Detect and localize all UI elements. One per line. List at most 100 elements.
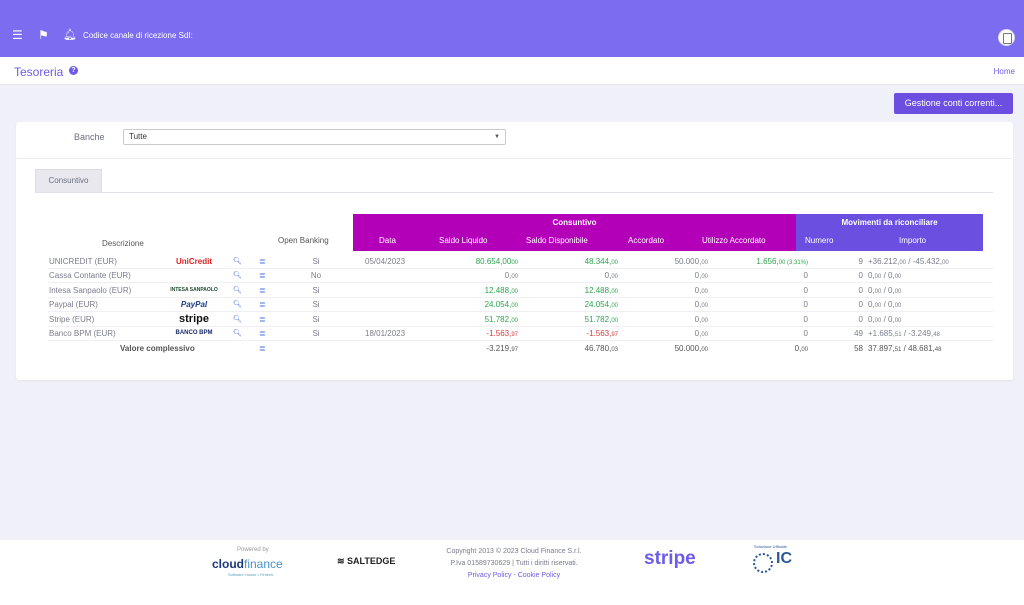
ic-logo[interactable]: Soluzione Ufficiale IC [753,544,795,576]
cloudfinance-logo[interactable]: cloudfinance [212,557,283,571]
open-banking-value: Si [312,257,320,266]
movimenti-numero: 0 [858,271,863,281]
list-icon[interactable]: ≣ [259,285,266,295]
consuntivo-header: Consuntivo Data Saldo Liquido Saldo Disp… [353,214,796,251]
search-icon[interactable]: 🔍︎ [233,301,242,309]
table-row: Paypal (EUR) PayPal 🔍︎ ≣ Si 24.054,00 24.054,0… [48,298,993,313]
table-row: Stripe (EUR) stripe 🔍︎ ≣ Si 51.782,00 51.782,0… [48,313,993,327]
bank-logo [164,270,224,281]
cloudfinance-tagline: Software House • Fintech [228,572,274,577]
user-avatar[interactable] [998,29,1015,46]
movimenti-importo[interactable]: 0,00 / 0,00 [868,300,902,310]
search-icon[interactable]: 🔍︎ [233,315,242,323]
saldo-disponibile: 12.488,00 [584,285,618,295]
gear-icon [753,553,773,573]
total-saldo-disponibile: 46.780,03 [584,344,618,353]
flag-icon[interactable]: ⚑ [38,28,49,42]
col-open-banking: Open Banking [278,236,329,245]
movimenti-importo[interactable]: 0,00 / 0,00 [868,285,902,295]
movimenti-importo[interactable]: +36.212,00 / -45.432,00 [868,257,949,266]
col-importo: Importo [899,236,927,245]
search-icon[interactable]: 🔍︎ [233,330,242,337]
list-icon[interactable]: ≣ [259,257,266,266]
saldo-liquido: 24.054,00 [484,300,518,310]
manage-accounts-button[interactable]: Gestione conti correnti... [894,93,1013,114]
vat-line: P.Iva 01589730629 | Tutti i diritti rise… [450,560,578,567]
balance-date: 05/04/2023 [365,257,406,266]
bank-name[interactable]: Cassa Contante (EUR) [49,271,131,281]
movimenti-importo[interactable]: 0,00 / 0,00 [868,314,902,324]
help-icon[interactable]: ? [69,66,78,75]
movimenti-numero: 49 [854,329,863,338]
movimenti-numero: 0 [858,314,863,324]
privacy-policy-link[interactable]: Privacy Policy [467,572,512,579]
list-icon[interactable]: ≣ [259,344,266,353]
search-icon[interactable]: 🔍︎ [233,258,242,265]
bank-name[interactable]: UNICREDIT (EUR) [49,257,117,266]
bank-name[interactable]: Paypal (EUR) [49,300,98,310]
movimenti-importo[interactable]: 0,00 / 0,00 [868,271,902,281]
col-saldo-disponibile: Saldo Disponibile [526,236,588,245]
totals-row: Valore complessivo ≣ -3.219,97 46.780,03… [48,342,993,356]
table-row: UNICREDIT (EUR) UniCredit 🔍︎ ≣ Si 05/04/2023 8… [48,255,993,269]
total-saldo-liquido: -3.219,97 [486,344,518,353]
utilizzo-accordato: 0 [803,314,808,324]
accordato: 0,00 [694,329,708,338]
bank-name[interactable]: Stripe (EUR) [49,314,95,324]
saltedge-logo[interactable]: ≋ SALTEDGE [337,556,396,566]
chevron-down-icon: ▼ [494,134,500,140]
utilizzo-accordato: 0 [803,300,808,310]
cookie-policy-link[interactable]: Cookie Policy [517,572,561,579]
movimenti-numero: 0 [858,300,863,310]
policy-links: Privacy Policy - Cookie Policy [420,570,608,582]
list-icon[interactable]: ≣ [259,271,266,281]
bank-select-value: Tutte [129,132,147,141]
bell-icon[interactable]: 🔔︎ [63,29,77,41]
saldo-liquido: 12.488,00 [484,285,518,295]
bank-filter-label: Banche [74,132,105,142]
movimenti-header: Movimenti da riconciliare Numero Importo [796,214,983,251]
table-row: Banco BPM (EUR) BANCO BPM 🔍︎ ≣ Si 18/01/2023 -… [48,327,993,341]
list-icon[interactable]: ≣ [259,300,266,310]
menu-icon[interactable]: ☰ [12,28,23,42]
bank-name[interactable]: Banco BPM (EUR) [49,329,116,338]
open-banking-value: No [310,271,322,281]
utilizzo-accordato: 1.656,00 (3,31%) [756,257,808,266]
movimenti-importo[interactable]: +1.685,51 / -3.249,48 [868,329,940,338]
stripe-logo[interactable]: stripe [644,548,696,569]
list-icon[interactable]: ≣ [259,329,266,338]
balance-date: 18/01/2023 [365,329,406,338]
bank-name[interactable]: Intesa Sanpaolo (EUR) [49,285,132,295]
col-numero: Numero [805,236,834,245]
total-accordato: 50.000,00 [674,344,708,353]
utilizzo-accordato: 0 [803,271,808,281]
saldo-disponibile: -1.563,97 [586,329,618,338]
saldo-disponibile: 24.054,00 [584,300,618,310]
col-utilizzo-accordato: Utilizzo Accordato [702,236,766,245]
saldo-liquido: -1.563,97 [486,329,518,338]
page-title: Tesoreria [14,65,64,79]
bank-logo: BANCO BPM [175,330,213,336]
top-navbar: ☰ ⚑ 🔔︎ Codice canale di ricezione SdI: [0,0,1024,57]
link-separator: - [511,572,518,579]
col-data: Data [379,236,396,245]
breadcrumb-home[interactable]: Home [993,67,1015,76]
col-saldo-liquido: Saldo Liquido [439,236,488,245]
copyright: Copyright 2013 © 2023 Cloud Finance S.r.… [420,546,608,582]
col-accordato: Accordato [628,236,665,245]
group-movimenti: Movimenti da riconciliare [841,218,938,227]
search-icon[interactable]: 🔍︎ [233,286,242,294]
accordato: 0,00 [694,300,708,310]
bank-logo: stripe [179,312,209,325]
bank-select[interactable]: Tutte ▼ [123,129,506,145]
tab-consuntivo[interactable]: Consuntivo [35,169,102,192]
powered-by: Powered by [237,547,269,553]
list-icon[interactable]: ≣ [259,314,266,324]
utilizzo-accordato: 0 [803,285,808,295]
bank-logo: PayPal [180,300,208,310]
ic-caption: Soluzione Ufficiale [754,544,787,549]
bank-logo: INTESA SANPAOLO [170,286,218,293]
search-icon[interactable]: 🔍︎ [233,272,242,280]
saldo-disponibile: 48.344,00 [584,257,618,266]
accordato: 0,00 [694,285,708,295]
